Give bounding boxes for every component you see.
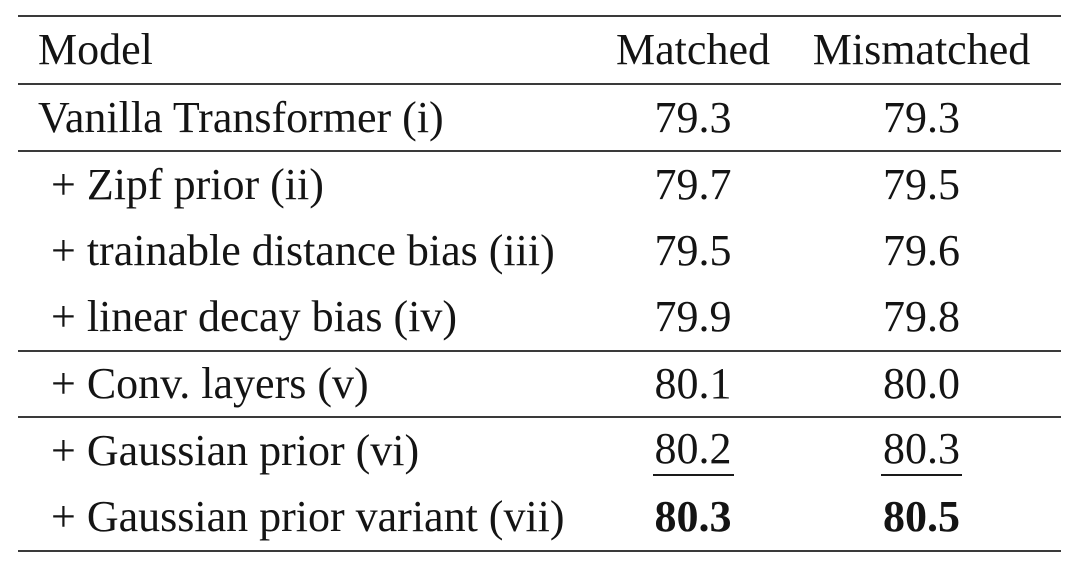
table-row: + Gaussian prior (vi) 80.2 80.3 [18, 417, 1061, 484]
underlined-value: 80.3 [881, 426, 962, 476]
model-cell: + linear decay bias (iv) [18, 284, 578, 352]
matched-cell: 80.1 [578, 351, 808, 418]
table-row: + linear decay bias (iv) 79.9 79.8 [18, 284, 1061, 352]
model-cell: Vanilla Transformer (i) [18, 84, 578, 152]
underlined-value: 80.2 [652, 426, 734, 476]
table-row: + Conv. layers (v) 80.1 80.0 [18, 351, 1061, 418]
model-cell: + Gaussian prior variant (vii) [51, 492, 565, 541]
results-table: Model Matched Mismatched Vanilla Transfo… [18, 15, 1061, 552]
table-header-row: Model Matched Mismatched [18, 16, 1061, 85]
matched-cell: 79.3 [578, 84, 808, 152]
model-cell: + Conv. layers (v) [18, 351, 578, 418]
paper-table-figure: Model Matched Mismatched Vanilla Transfo… [18, 15, 1061, 552]
mismatched-cell: 79.6 [883, 226, 960, 275]
column-header-mismatched: Mismatched [808, 16, 1061, 85]
table-row: + Gaussian prior variant (vii) 80.3 80.5 [18, 484, 1061, 551]
model-cell: + trainable distance bias (iii) [51, 226, 555, 275]
mismatched-cell: 80.3 [808, 417, 1061, 484]
matched-cell: 79.5 [654, 226, 732, 275]
matched-cell: 79.7 [654, 160, 732, 209]
mismatched-cell: 79.3 [808, 84, 1061, 152]
mismatched-cell: 80.5 [808, 484, 1061, 551]
matched-cell: 80.3 [578, 484, 808, 551]
table-row: + Zipf prior (ii) 79.7 79.5 [18, 151, 1061, 218]
table-row: + trainable distance bias (iii) 79.5 79.… [18, 218, 1061, 284]
matched-cell: 79.9 [578, 284, 808, 352]
column-header-model: Model [18, 16, 578, 85]
mismatched-cell: 80.0 [808, 351, 1061, 418]
mismatched-cell: 79.8 [808, 284, 1061, 352]
bold-value: 80.3 [654, 492, 732, 541]
bold-value: 80.5 [883, 492, 960, 541]
model-cell: + Gaussian prior (vi) [51, 426, 420, 475]
mismatched-cell: 79.5 [883, 160, 960, 209]
table-row: Vanilla Transformer (i) 79.3 79.3 [18, 84, 1061, 152]
model-cell: + Zipf prior (ii) [51, 160, 324, 209]
column-header-matched: Matched [578, 16, 808, 85]
matched-cell: 80.2 [578, 417, 808, 484]
